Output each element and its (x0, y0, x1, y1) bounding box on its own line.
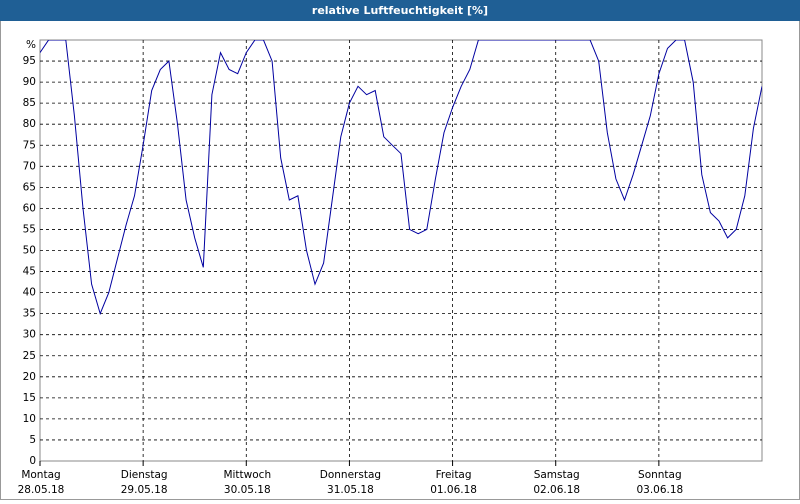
x-tick-label: Sonntag (638, 469, 682, 481)
x-tick-label: Donnerstag (320, 469, 381, 481)
x-date-label: 03.06.18 (636, 484, 683, 496)
y-tick-label: 95 (23, 55, 36, 67)
y-tick-label: 25 (23, 350, 36, 362)
y-tick-label: 30 (23, 329, 36, 341)
y-tick-label: 85 (23, 97, 36, 109)
x-tick-label: Dienstag (121, 469, 168, 481)
y-tick-label: 45 (23, 266, 36, 278)
x-tick-label: Montag (21, 469, 60, 481)
x-date-label: 28.05.18 (18, 484, 65, 496)
y-tick-label: 20 (23, 371, 36, 383)
x-tick-label: Freitag (436, 469, 472, 481)
x-date-label: 31.05.18 (327, 484, 374, 496)
data-line (40, 40, 762, 316)
title-bar (0, 0, 800, 21)
y-tick-label: 35 (23, 308, 36, 320)
x-date-label: 29.05.18 (121, 484, 168, 496)
x-tick-label: Mittwoch (223, 469, 271, 481)
y-tick-label: 55 (23, 223, 36, 235)
y-tick-label: 50 (23, 245, 36, 257)
chart-title: relative Luftfeuchtigkeit [%] (312, 4, 488, 17)
y-axis-label: % (26, 39, 36, 51)
y-tick-label: 5 (29, 434, 36, 446)
y-tick-label: 80 (23, 118, 36, 130)
y-tick-label: 10 (23, 413, 36, 425)
x-date-label: 30.05.18 (224, 484, 271, 496)
x-tick-label: Samstag (534, 469, 580, 481)
y-tick-label: 15 (23, 392, 36, 404)
y-tick-label: 75 (23, 139, 36, 151)
y-tick-label: 90 (23, 76, 36, 88)
y-tick-label: 60 (23, 202, 36, 214)
y-tick-label: 0 (29, 455, 36, 467)
y-tick-label: 70 (23, 160, 36, 172)
x-date-label: 01.06.18 (430, 484, 477, 496)
y-tick-label: 40 (23, 287, 36, 299)
x-date-label: 02.06.18 (533, 484, 580, 496)
y-tick-label: 65 (23, 181, 36, 193)
